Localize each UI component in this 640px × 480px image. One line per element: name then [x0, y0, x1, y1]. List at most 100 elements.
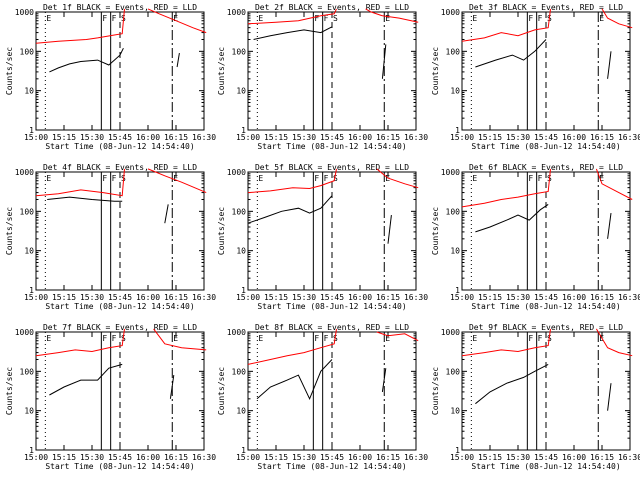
marker-label: F: [324, 174, 329, 183]
x-tick-label: 16:30: [192, 133, 216, 142]
marker-label: F: [112, 334, 117, 343]
y-axis-label: Counts/sec: [431, 47, 440, 95]
y-tick-label: 10: [236, 87, 246, 96]
x-tick-label: 15:15: [52, 453, 76, 462]
lld-series: [147, 168, 207, 194]
lld-series: [35, 8, 125, 44]
panel-8: Det 8f BLACK = Events, RED = LLD 1 10 100 10…: [217, 323, 428, 471]
y-tick-label: 1000: [441, 328, 460, 337]
events-series: [253, 26, 333, 40]
x-tick-label: 15:00: [236, 133, 260, 142]
panel-title: Det 1f BLACK = Events, RED = LLD: [43, 3, 197, 12]
marker-label: F: [538, 334, 543, 343]
y-tick-label: 1: [29, 286, 34, 295]
lld-series: [595, 168, 633, 200]
marker-label: F: [102, 334, 107, 343]
x-tick-label: 16:00: [136, 453, 160, 462]
x-tick-label: 15:00: [236, 453, 260, 462]
y-tick-label: 10: [450, 247, 460, 256]
x-tick-label: 15:15: [478, 453, 502, 462]
x-tick-label: 15:15: [52, 293, 76, 302]
x-tick-label: 15:30: [80, 453, 104, 462]
panel-9: Det 9f BLACK = Events, RED = LLD 1 10 100 10…: [431, 323, 640, 471]
lld-series: [35, 168, 125, 197]
x-tick-label: 16:00: [348, 293, 372, 302]
events-series: [164, 204, 169, 224]
events-series: [176, 53, 180, 68]
panel-title: Det 6f BLACK = Events, RED = LLD: [469, 163, 623, 172]
events-series: [47, 196, 123, 202]
y-tick-label: 10: [236, 407, 246, 416]
y-tick-label: 1000: [227, 328, 246, 337]
y-tick-label: 1000: [15, 328, 34, 337]
panel-1: Det 1f BLACK = Events, RED = LLD 1 10 100 10…: [5, 3, 216, 151]
events-series: [49, 363, 123, 396]
lld-series: [35, 328, 125, 357]
x-tick-label: 15:15: [264, 133, 288, 142]
events-series: [607, 51, 612, 79]
x-tick-label: 15:00: [236, 293, 260, 302]
x-tick-label: 15:00: [450, 293, 474, 302]
x-axis-label: Start Time (08-Jun-12 14:54:40): [257, 302, 406, 311]
lld-series: [376, 168, 419, 189]
x-tick-label: 16:00: [136, 133, 160, 142]
x-tick-label: 16:15: [164, 453, 188, 462]
x-tick-label: 16:00: [562, 293, 586, 302]
lld-series: [595, 328, 633, 357]
marker-label: E: [599, 14, 604, 23]
x-tick-label: 16:15: [376, 133, 400, 142]
marker-label: E: [46, 174, 51, 183]
marker-label: E: [258, 174, 263, 183]
y-tick-label: 10: [24, 407, 34, 416]
y-tick-label: 1000: [441, 8, 460, 17]
lld-series: [147, 8, 207, 34]
x-axis-label: Start Time (08-Jun-12 14:54:40): [471, 462, 620, 471]
marker-label: E: [385, 14, 390, 23]
events-series: [475, 363, 549, 405]
x-tick-label: 16:30: [404, 133, 428, 142]
panel-title: Det 8f BLACK = Events, RED = LLD: [255, 323, 409, 332]
x-tick-label: 16:15: [376, 453, 400, 462]
marker-label: F: [324, 14, 329, 23]
marker-label: F: [314, 174, 319, 183]
panel-title: Det 5f BLACK = Events, RED = LLD: [255, 163, 409, 172]
lld-series: [247, 328, 337, 365]
x-tick-label: 16:00: [562, 453, 586, 462]
marker-label: E: [173, 334, 178, 343]
lld-series: [153, 328, 207, 351]
x-tick-label: 16:00: [348, 133, 372, 142]
x-tick-label: 16:00: [136, 293, 160, 302]
x-tick-label: 16:30: [192, 293, 216, 302]
y-tick-label: 10: [24, 87, 34, 96]
events-series: [387, 215, 392, 244]
x-tick-label: 16:30: [404, 453, 428, 462]
y-tick-label: 100: [446, 47, 461, 56]
marker-label: E: [258, 334, 263, 343]
x-tick-label: 15:30: [506, 133, 530, 142]
x-tick-label: 15:15: [52, 133, 76, 142]
marker-label: E: [472, 14, 477, 23]
marker-label: E: [46, 334, 51, 343]
y-axis-label: Counts/sec: [5, 207, 14, 255]
marker-label: F: [112, 14, 117, 23]
y-tick-label: 1: [455, 446, 460, 455]
marker-label: F: [538, 14, 543, 23]
y-tick-label: 100: [20, 47, 35, 56]
x-tick-label: 15:45: [534, 453, 558, 462]
y-tick-label: 1: [241, 446, 246, 455]
x-tick-label: 16:30: [404, 293, 428, 302]
events-series: [475, 39, 547, 68]
x-tick-label: 15:45: [320, 453, 344, 462]
x-tick-label: 15:45: [534, 293, 558, 302]
marker-label: F: [528, 174, 533, 183]
lld-series: [376, 331, 419, 342]
x-tick-label: 16:30: [618, 293, 640, 302]
y-tick-label: 10: [450, 87, 460, 96]
events-series: [49, 47, 124, 73]
x-tick-label: 15:00: [24, 293, 48, 302]
events-series: [169, 375, 175, 399]
x-tick-label: 16:30: [192, 453, 216, 462]
y-tick-label: 1000: [441, 168, 460, 177]
x-tick-label: 15:15: [478, 133, 502, 142]
